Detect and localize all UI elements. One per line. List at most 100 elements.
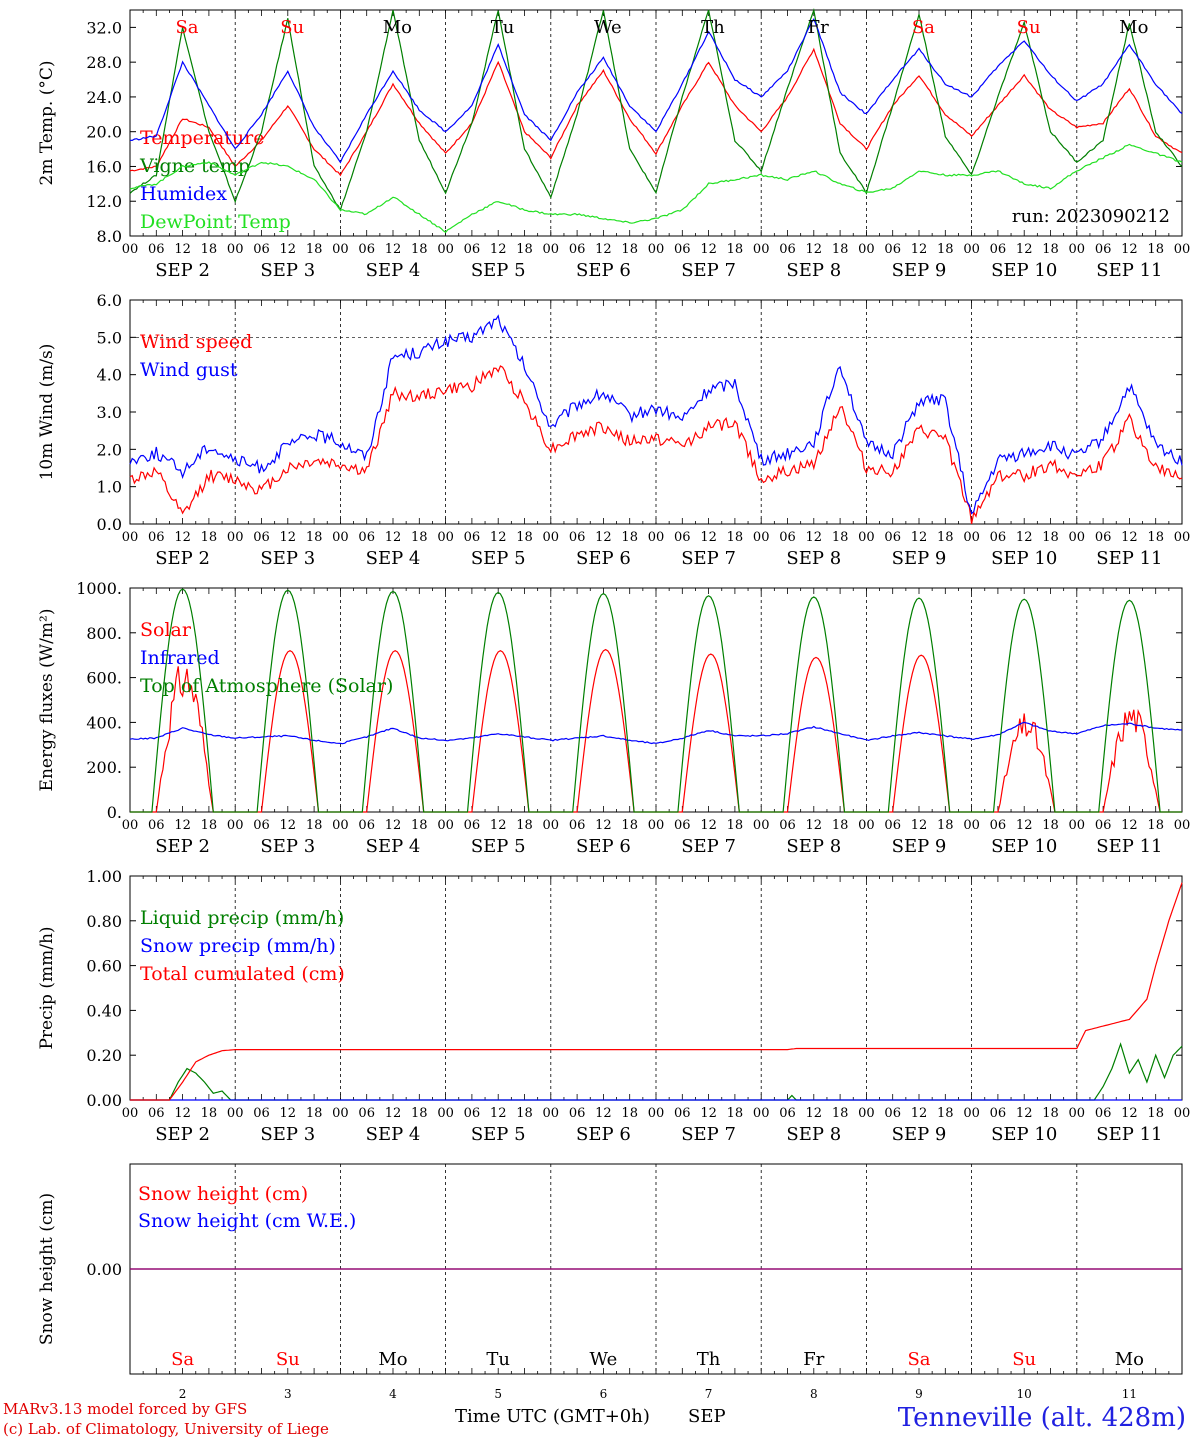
hour-label: 00 — [332, 530, 349, 545]
y-tick-label: 0.60 — [86, 957, 122, 976]
hour-label: 06 — [148, 530, 165, 545]
hour-label: 18 — [727, 530, 744, 545]
day-number: 9 — [915, 1387, 923, 1401]
weekday-bottom: Mo — [378, 1349, 407, 1370]
hour-label: 12 — [1121, 242, 1138, 257]
hour-label: 06 — [779, 242, 796, 257]
hour-label: 12 — [280, 1106, 297, 1121]
hour-label: 18 — [1147, 530, 1164, 545]
hour-label: 00 — [437, 818, 454, 833]
date-label: SEP 5 — [471, 1124, 526, 1145]
series-line-temperature — [129, 47, 1183, 177]
legend-wind-gust: Wind gust — [140, 359, 238, 381]
y-tick-label: 5.0 — [97, 328, 122, 347]
hour-label: 06 — [884, 818, 901, 833]
y-tick-label: 400. — [86, 713, 122, 732]
hour-label: 06 — [884, 1106, 901, 1121]
hour-label: 06 — [569, 530, 586, 545]
hour-label: 18 — [411, 1106, 428, 1121]
hour-label: 06 — [1095, 242, 1112, 257]
hour-label: 12 — [1016, 1106, 1033, 1121]
hour-label: 00 — [1069, 242, 1086, 257]
legend-humidex: Humidex — [140, 183, 227, 205]
date-label: SEP 9 — [892, 548, 947, 569]
hour-label: 00 — [543, 530, 560, 545]
legend-snow-height-cm-w-e-: Snow height (cm W.E.) — [138, 1210, 356, 1232]
y-tick-label: 3.0 — [97, 403, 122, 422]
date-label: SEP 4 — [366, 548, 421, 569]
date-label: SEP 6 — [576, 260, 631, 281]
y-axis-label: 2m Temp. (°C) — [37, 60, 57, 185]
hour-label: 06 — [358, 1106, 375, 1121]
weekday-top: Sa — [912, 17, 935, 38]
date-label: SEP 2 — [155, 548, 210, 569]
hour-label: 00 — [122, 818, 139, 833]
weekday-top: Fr — [808, 17, 829, 38]
y-axis-label: Energy fluxes (W/m²) — [37, 609, 57, 792]
y-tick-label: 16.0 — [86, 157, 122, 176]
hour-label: 12 — [1121, 1106, 1138, 1121]
hour-label: 00 — [753, 818, 770, 833]
hour-label: 00 — [122, 242, 139, 257]
date-label: SEP 8 — [786, 260, 841, 281]
hour-label: 12 — [174, 1106, 191, 1121]
date-label: SEP 2 — [155, 1124, 210, 1145]
day-number: 11 — [1122, 1387, 1137, 1401]
hour-label: 00 — [1069, 818, 1086, 833]
series-line-dewpoint-temp — [129, 143, 1183, 234]
legend-wind-speed: Wind speed — [140, 331, 252, 353]
hour-label: 18 — [1147, 1106, 1164, 1121]
hour-label: 00 — [648, 818, 665, 833]
hour-label: 06 — [779, 1106, 796, 1121]
run-annotation: run: 2023090212 — [1012, 206, 1170, 227]
weekday-top: Su — [1017, 17, 1041, 38]
date-label: SEP 7 — [681, 1124, 736, 1145]
y-tick-label: 6.0 — [97, 291, 122, 310]
series-line-wind-speed — [129, 365, 1183, 525]
hour-label: 12 — [700, 242, 717, 257]
date-label: SEP 10 — [991, 260, 1057, 281]
y-tick-label: 800. — [86, 624, 122, 643]
hour-label: 18 — [832, 242, 849, 257]
hour-label: 00 — [1174, 1106, 1191, 1121]
day-number: 6 — [600, 1387, 608, 1401]
hour-label: 12 — [806, 530, 823, 545]
hour-label: 12 — [595, 530, 612, 545]
hour-label: 00 — [648, 1106, 665, 1121]
weekday-top: Th — [701, 17, 725, 38]
date-label: SEP 7 — [681, 836, 736, 857]
legend-dewpoint-temp: DewPoint Temp — [140, 211, 291, 233]
hour-label: 06 — [464, 1106, 481, 1121]
hour-label: 18 — [937, 530, 954, 545]
weekday-top: Mo — [383, 17, 412, 38]
hour-label: 12 — [1121, 818, 1138, 833]
hour-label: 06 — [253, 530, 270, 545]
hour-label: 00 — [963, 1106, 980, 1121]
date-label: SEP 2 — [155, 836, 210, 857]
hour-label: 18 — [411, 530, 428, 545]
series-line-humidex — [129, 17, 1183, 164]
credit-model: MARv3.13 model forced by GFS — [3, 1400, 248, 1418]
hour-label: 18 — [411, 242, 428, 257]
y-tick-label: 1.00 — [86, 867, 122, 886]
hour-label: 12 — [174, 242, 191, 257]
hour-label: 18 — [727, 242, 744, 257]
hour-label: 00 — [227, 530, 244, 545]
date-label: SEP 5 — [471, 548, 526, 569]
hour-label: 12 — [385, 242, 402, 257]
hour-label: 12 — [806, 242, 823, 257]
date-label: SEP 9 — [892, 836, 947, 857]
hour-label: 18 — [1147, 818, 1164, 833]
hour-label: 06 — [674, 1106, 691, 1121]
date-label: SEP 10 — [991, 548, 1057, 569]
date-label: SEP 11 — [1096, 548, 1162, 569]
date-label: SEP 6 — [576, 1124, 631, 1145]
date-label: SEP 4 — [366, 260, 421, 281]
hour-label: 18 — [937, 242, 954, 257]
hour-label: 06 — [358, 530, 375, 545]
hour-label: 12 — [911, 530, 928, 545]
hour-label: 00 — [1069, 530, 1086, 545]
hour-label: 12 — [490, 1106, 507, 1121]
hour-label: 12 — [911, 242, 928, 257]
